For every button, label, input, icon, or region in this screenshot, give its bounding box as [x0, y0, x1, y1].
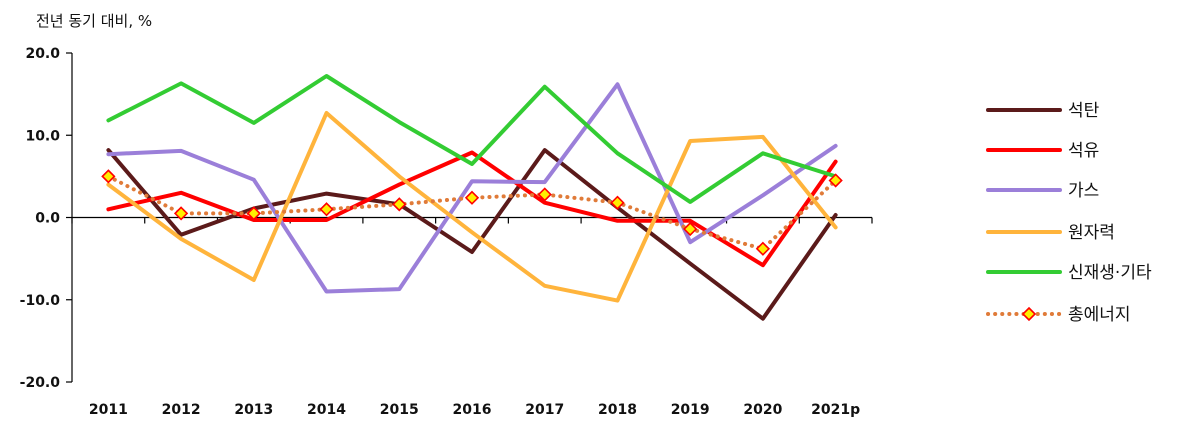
- series-line: [106, 174, 838, 251]
- legend-label: 신재생·기타: [1068, 263, 1152, 283]
- y-tick-label: 10.0: [25, 128, 60, 144]
- x-tick-label: 2014: [307, 402, 346, 418]
- legend-label: 석탄: [1068, 101, 1100, 121]
- series-1: [106, 150, 838, 268]
- x-tick-label: 2020: [743, 402, 782, 418]
- series-layer: [101, 74, 843, 321]
- legend-item: 총에너지: [986, 305, 1131, 325]
- x-tick-label: 2017: [525, 402, 564, 418]
- series-4: [106, 74, 838, 204]
- data-point: [319, 202, 334, 217]
- series-line: [106, 82, 838, 294]
- x-tick-label: 2019: [671, 402, 710, 418]
- series-0: [106, 148, 838, 321]
- data-point: [683, 221, 698, 237]
- series-5: [101, 169, 843, 256]
- series-2: [106, 82, 838, 294]
- y-tick-label: 20.0: [25, 46, 60, 62]
- x-tick-label: 2011: [89, 402, 128, 418]
- series-line: [106, 150, 838, 268]
- data-point: [392, 197, 407, 212]
- legend-item: 석유: [986, 141, 1099, 161]
- data-point: [173, 206, 189, 221]
- y-tick-label: 0.0: [35, 211, 60, 227]
- x-tick-label: 2021p: [811, 402, 860, 418]
- x-tick-label: 2018: [598, 402, 637, 418]
- y-tick-label: -20.0: [20, 375, 61, 391]
- legend-item: 석탄: [986, 101, 1100, 121]
- x-tick-label: 2016: [453, 402, 492, 418]
- data-point: [537, 187, 552, 202]
- legend-label: 총에너지: [1068, 305, 1131, 325]
- legend-marker: [1021, 306, 1037, 322]
- legend-item: 가스: [986, 181, 1099, 201]
- x-tick-label: 2015: [380, 402, 419, 418]
- data-point: [246, 206, 261, 221]
- legend-item: 원자력: [986, 223, 1115, 243]
- x-tick-label: 2012: [162, 402, 201, 418]
- data-point: [610, 195, 625, 210]
- legend-item: 신재생·기타: [986, 263, 1152, 283]
- axes: 20.0 10.0 0.0 -10.0 -20.0 2011 2012 2013 2014 201…: [20, 46, 873, 418]
- x-tick-label: 2013: [234, 402, 273, 418]
- data-point: [755, 241, 771, 256]
- legend-label: 원자력: [1068, 223, 1115, 243]
- series-line: [106, 148, 838, 321]
- series-line: [106, 74, 838, 204]
- series-line: [106, 111, 838, 303]
- legend-label: 가스: [1068, 181, 1099, 201]
- data-point: [101, 169, 116, 184]
- data-point: [464, 190, 480, 205]
- y-axis-label: 전년 동기 대비, %: [36, 12, 152, 30]
- series-3: [106, 111, 838, 303]
- legend-label: 석유: [1068, 141, 1099, 161]
- data-point: [828, 173, 843, 188]
- y-tick-label: -10.0: [20, 293, 61, 309]
